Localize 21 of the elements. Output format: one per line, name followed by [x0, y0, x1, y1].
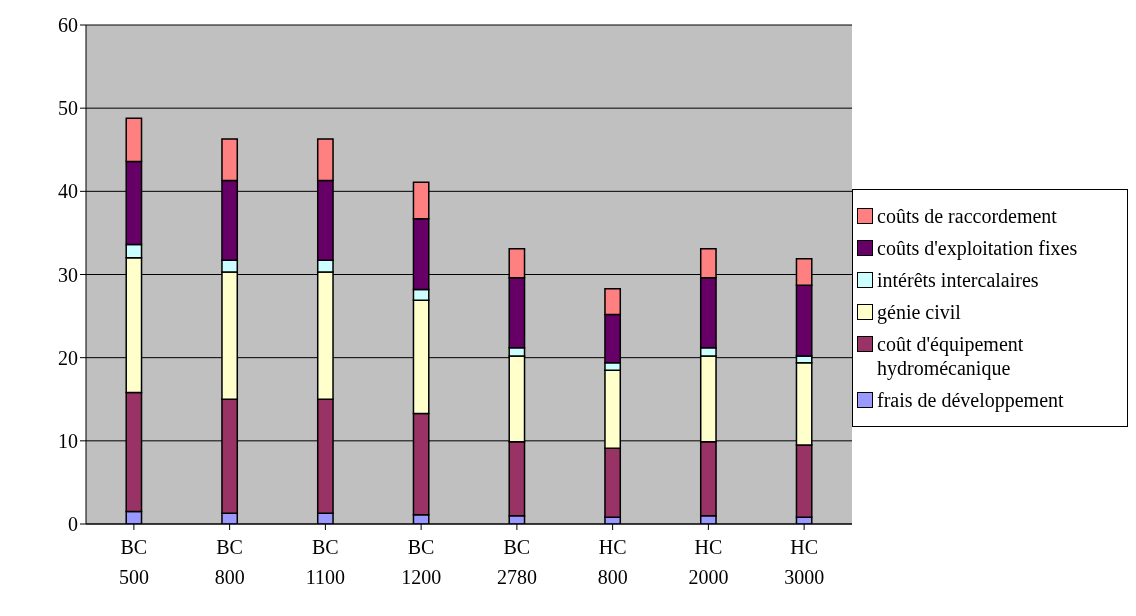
x-tick-label: BC 800: [214, 536, 245, 588]
x-tick-label: HC 800: [597, 536, 628, 588]
legend-label: intérêts intercalaires: [877, 268, 1039, 292]
legend-label: coût d'équipement hydromécanique: [877, 332, 1025, 380]
x-tick-label: BC 500: [118, 536, 149, 588]
x-tick-label: HC 2000: [688, 536, 729, 588]
y-tick-label: 60: [58, 14, 78, 37]
legend-label: coûts d'exploitation fixes: [877, 236, 1078, 260]
y-tick-label: 50: [58, 97, 78, 120]
legend-label: coûts de raccordement: [877, 204, 1057, 228]
y-tick-label: 20: [58, 346, 78, 369]
legend-label: frais de développement: [877, 388, 1064, 412]
x-tick-label: BC 1100: [305, 536, 346, 588]
x-tick-label: BC 1200: [401, 536, 442, 588]
legend-label: génie civil: [877, 300, 961, 324]
y-tick-label: 40: [58, 180, 78, 203]
y-tick-label: 10: [58, 429, 78, 452]
y-tick-label: 0: [68, 513, 78, 536]
x-tick-label: BC 2780: [496, 536, 537, 588]
x-tick-label: HC 3000: [784, 536, 825, 588]
y-tick-label: 30: [58, 263, 78, 286]
